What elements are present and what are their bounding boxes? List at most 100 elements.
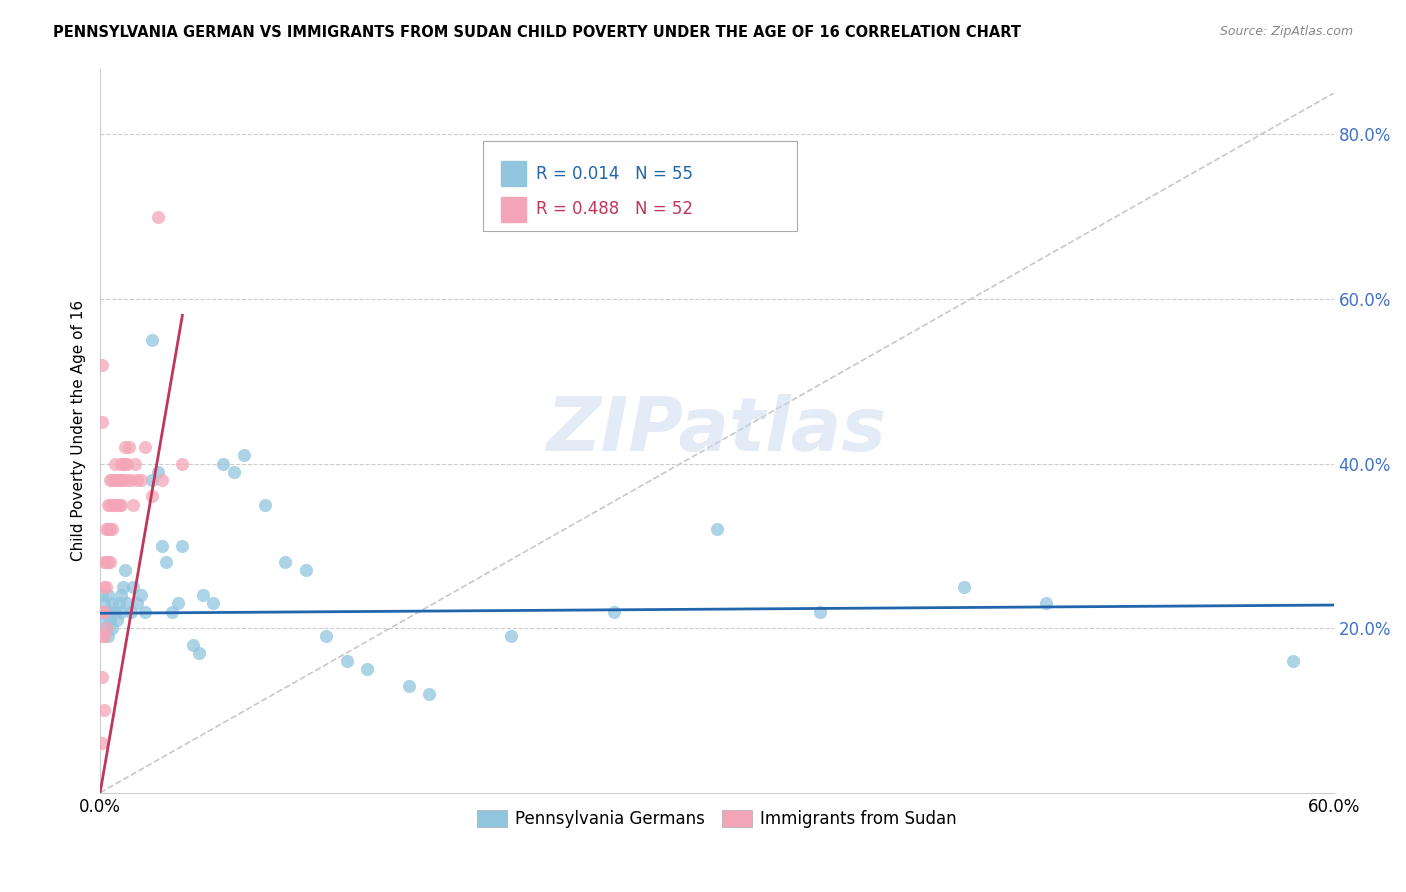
Point xyxy=(93,605,115,619)
Point xyxy=(160,605,183,619)
Point xyxy=(111,457,134,471)
Point xyxy=(141,473,163,487)
Point xyxy=(100,613,122,627)
Point xyxy=(100,473,122,487)
Point xyxy=(155,555,177,569)
Text: R = 0.488   N = 52: R = 0.488 N = 52 xyxy=(536,201,693,219)
Point xyxy=(114,564,136,578)
Point xyxy=(91,629,114,643)
Point xyxy=(100,498,122,512)
Point xyxy=(103,473,125,487)
Point xyxy=(105,498,128,512)
Point xyxy=(110,498,132,512)
Point xyxy=(101,522,124,536)
Text: Source: ZipAtlas.com: Source: ZipAtlas.com xyxy=(1219,25,1353,38)
Text: ZIPatlas: ZIPatlas xyxy=(547,394,887,467)
Point xyxy=(93,703,115,717)
Point xyxy=(110,588,132,602)
Point xyxy=(150,539,173,553)
Point xyxy=(107,596,129,610)
Point xyxy=(336,654,359,668)
Point xyxy=(222,465,245,479)
Point xyxy=(115,596,138,610)
Point xyxy=(91,605,114,619)
Point xyxy=(122,498,145,512)
Point xyxy=(122,580,145,594)
Point xyxy=(129,473,152,487)
Point xyxy=(91,670,114,684)
Point xyxy=(100,522,122,536)
Point xyxy=(96,621,118,635)
Point xyxy=(181,638,204,652)
Text: R = 0.014   N = 55: R = 0.014 N = 55 xyxy=(536,165,693,183)
Point xyxy=(315,629,337,643)
Point xyxy=(187,646,209,660)
Point xyxy=(96,580,118,594)
Point xyxy=(93,596,115,610)
Point xyxy=(1281,654,1303,668)
Legend: Pennsylvania Germans, Immigrants from Sudan: Pennsylvania Germans, Immigrants from Su… xyxy=(470,804,963,835)
Point xyxy=(124,457,146,471)
Point xyxy=(172,539,194,553)
Point xyxy=(110,473,132,487)
Point xyxy=(233,448,256,462)
Point xyxy=(952,580,974,594)
Point xyxy=(93,580,115,594)
Point xyxy=(114,440,136,454)
Y-axis label: Child Poverty Under the Age of 16: Child Poverty Under the Age of 16 xyxy=(72,300,86,561)
Point xyxy=(141,490,163,504)
Point xyxy=(172,457,194,471)
Point xyxy=(110,605,132,619)
Point xyxy=(101,498,124,512)
Point xyxy=(91,588,114,602)
Point xyxy=(191,588,214,602)
Point xyxy=(212,457,235,471)
Point xyxy=(93,629,115,643)
Point xyxy=(202,596,225,610)
Point xyxy=(356,662,378,676)
FancyBboxPatch shape xyxy=(482,141,797,231)
Point xyxy=(107,473,129,487)
Point xyxy=(110,457,132,471)
Point xyxy=(96,605,118,619)
Point xyxy=(294,564,316,578)
Point xyxy=(253,498,276,512)
Bar xyxy=(501,161,526,186)
Point xyxy=(111,580,134,594)
Point xyxy=(107,498,129,512)
Point xyxy=(134,440,156,454)
Point xyxy=(100,555,122,569)
Point xyxy=(97,522,120,536)
Point xyxy=(93,555,115,569)
Point xyxy=(97,588,120,602)
Point xyxy=(101,596,124,610)
Point xyxy=(96,555,118,569)
Point xyxy=(134,605,156,619)
Point xyxy=(603,605,626,619)
Point xyxy=(96,621,118,635)
Point xyxy=(127,596,149,610)
Point xyxy=(115,473,138,487)
Point xyxy=(115,457,138,471)
Point xyxy=(127,473,149,487)
Point xyxy=(103,605,125,619)
Point xyxy=(91,605,114,619)
Point xyxy=(97,629,120,643)
Point xyxy=(120,473,142,487)
Point xyxy=(141,333,163,347)
Point xyxy=(1035,596,1057,610)
Point xyxy=(91,415,114,429)
Point xyxy=(129,588,152,602)
Point xyxy=(118,440,141,454)
Point xyxy=(418,687,440,701)
Point xyxy=(706,522,728,536)
Point xyxy=(101,473,124,487)
Point xyxy=(105,613,128,627)
Point xyxy=(146,210,169,224)
Point xyxy=(97,555,120,569)
Point xyxy=(103,457,125,471)
Point xyxy=(150,473,173,487)
Point xyxy=(398,679,420,693)
Point xyxy=(100,605,122,619)
Bar xyxy=(501,197,526,222)
